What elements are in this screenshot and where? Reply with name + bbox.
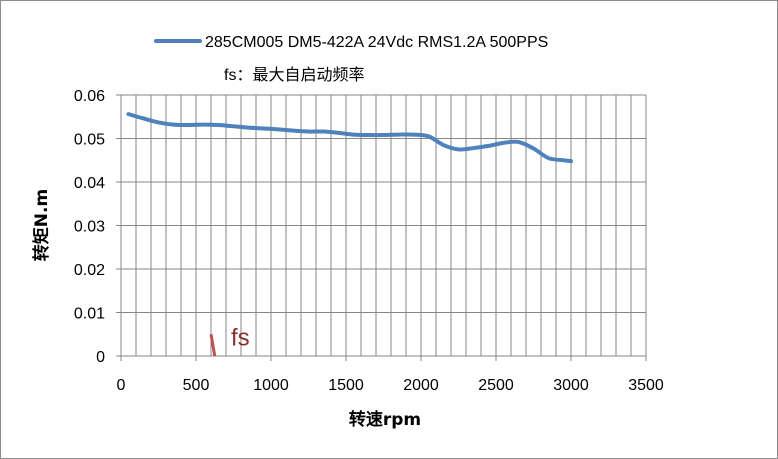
x-tick-label: 3500 xyxy=(628,377,664,394)
y-tick-label: 0.03 xyxy=(74,219,105,236)
x-tick-label: 2000 xyxy=(403,377,439,394)
y-tick-label: 0.05 xyxy=(74,132,105,149)
y-tick-label: 0.04 xyxy=(74,175,105,192)
x-tick-label: 3000 xyxy=(553,377,589,394)
x-tick-label: 2500 xyxy=(478,377,514,394)
fs-marker-line xyxy=(209,333,217,357)
x-tick-label: 1000 xyxy=(253,377,289,394)
legend-label-fs: fs：最大自启动频率 xyxy=(224,66,364,84)
x-tick-label: 500 xyxy=(183,377,210,394)
annotations: fs xyxy=(209,324,250,357)
y-tick-label: 0.02 xyxy=(74,262,105,279)
legend: 285CM005 DM5-422A 24Vdc RMS1.2A 500PPS f… xyxy=(154,34,548,84)
series-lines xyxy=(126,112,573,164)
x-tick-label: 0 xyxy=(117,377,126,394)
series-line xyxy=(126,112,573,164)
x-axis-title: 转速rpm xyxy=(349,409,421,430)
y-tick-label: 0.06 xyxy=(74,88,105,105)
y-tick-label: 0.01 xyxy=(74,306,105,323)
gridlines xyxy=(120,94,647,357)
x-tick-label: 1500 xyxy=(328,377,364,394)
legend-label-series: 285CM005 DM5-422A 24Vdc RMS1.2A 500PPS xyxy=(205,34,548,51)
axes: 0 0.01 0.02 0.03 0.04 0.05 0.06 0 500 1000 1500 200… xyxy=(74,88,664,394)
y-axis-title: 转矩N.m xyxy=(31,189,52,261)
y-tick-label: 0 xyxy=(96,349,105,366)
fs-marker-label: fs xyxy=(231,324,250,351)
